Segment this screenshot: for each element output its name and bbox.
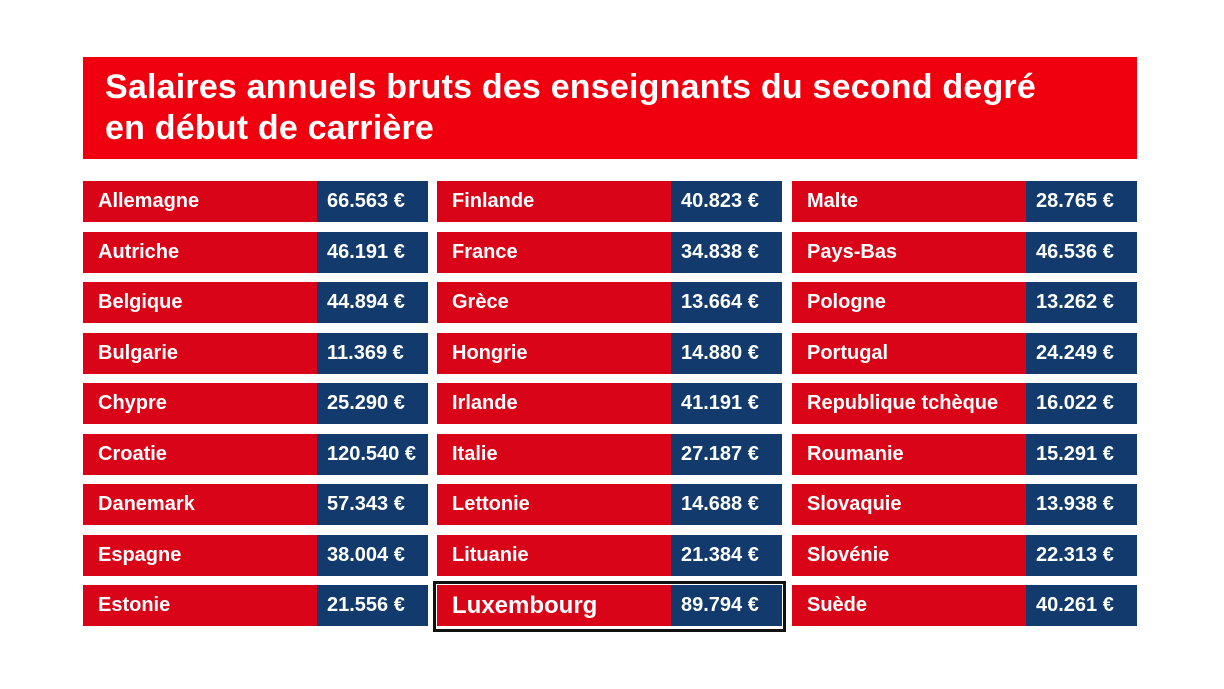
salary-value: 11.369 €	[317, 332, 428, 374]
country-name: Croatie	[83, 433, 317, 475]
salary-value: 41.191 €	[671, 383, 782, 424]
salary-row: Bulgarie 11.369 €	[83, 332, 428, 374]
country-name: Slovaquie	[792, 484, 1026, 525]
salary-value: 13.938 €	[1026, 484, 1137, 525]
salary-value: 34.838 €	[671, 231, 782, 273]
country-name: Malte	[792, 181, 1026, 222]
salary-column-2: Finlande 40.823 € France 34.838 € Grèce 13.66…	[433, 181, 786, 636]
salary-row: Portugal 24.249 €	[792, 332, 1137, 374]
page-title-line-2: en début de carrière	[105, 109, 435, 147]
salary-row: Suède 40.261 €	[792, 585, 1137, 626]
country-name: Italie	[437, 433, 671, 475]
country-name: Belgique	[83, 282, 317, 323]
salary-row: Lettonie 14.688 €	[437, 484, 782, 525]
country-name: Irlande	[437, 383, 671, 424]
salary-value: 24.249 €	[1026, 332, 1137, 374]
country-name: Autriche	[83, 231, 317, 273]
salary-row: Lituanie 21.384 €	[437, 534, 782, 576]
salary-value: 13.262 €	[1026, 282, 1137, 323]
salary-value: 40.261 €	[1026, 585, 1137, 626]
country-name: Lituanie	[437, 534, 671, 576]
salary-row: Grèce 13.664 €	[437, 282, 782, 323]
salary-row: Danemark 57.343 €	[83, 484, 428, 525]
salary-row: France 34.838 €	[437, 231, 782, 273]
salary-value: 22.313 €	[1026, 534, 1137, 576]
salary-value: 38.004 €	[317, 534, 428, 576]
salary-value: 66.563 €	[317, 181, 428, 222]
salary-column-1: Allemagne 66.563 € Autriche 46.191 € Belgiqu…	[83, 181, 428, 636]
salary-value: 27.187 €	[671, 433, 782, 475]
salary-value: 28.765 €	[1026, 181, 1137, 222]
country-name: Suède	[792, 585, 1026, 626]
salary-row: Slovénie 22.313 €	[792, 534, 1137, 576]
salary-row: Roumanie 15.291 €	[792, 433, 1137, 475]
salary-value: 14.688 €	[671, 484, 782, 525]
salary-row-highlighted: Luxembourg 89.794 €	[433, 581, 786, 632]
salary-value: 46.191 €	[317, 231, 428, 273]
salary-value: 120.540 €	[317, 433, 428, 475]
page-title-line-1: Salaires annuels bruts des enseignants d…	[105, 68, 1036, 106]
country-name: Grèce	[437, 282, 671, 323]
country-name: Hongrie	[437, 332, 671, 374]
salary-value: 25.290 €	[317, 383, 428, 424]
salary-value: 15.291 €	[1026, 433, 1137, 475]
salary-row: Autriche 46.191 €	[83, 231, 428, 273]
salary-row: Espagne 38.004 €	[83, 534, 428, 576]
salary-row: Estonie 21.556 €	[83, 585, 428, 626]
salary-row: Chypre 25.290 €	[83, 383, 428, 424]
salary-row: Irlande 41.191 €	[437, 383, 782, 424]
country-name: Portugal	[792, 332, 1026, 374]
salary-row: Croatie 120.540 €	[83, 433, 428, 475]
country-name: Lettonie	[437, 484, 671, 525]
country-name: Roumanie	[792, 433, 1026, 475]
salary-row: Hongrie 14.880 €	[437, 332, 782, 374]
salary-row: Italie 27.187 €	[437, 433, 782, 475]
country-name: Bulgarie	[83, 332, 317, 374]
country-name: Danemark	[83, 484, 317, 525]
salary-row: Allemagne 66.563 €	[83, 181, 428, 222]
country-name: Estonie	[83, 585, 317, 626]
country-name: Allemagne	[83, 181, 317, 222]
country-name: Slovénie	[792, 534, 1026, 576]
salary-row: Republique tchèque 16.022 €	[792, 383, 1137, 424]
country-name: Pologne	[792, 282, 1026, 323]
salary-value: 21.384 €	[671, 534, 782, 576]
title-banner: Salaires annuels bruts des enseignants d…	[83, 57, 1137, 159]
country-name: Chypre	[83, 383, 317, 424]
salary-row: Belgique 44.894 €	[83, 282, 428, 323]
salary-value: 44.894 €	[317, 282, 428, 323]
salary-value: 40.823 €	[671, 181, 782, 222]
salary-row: Finlande 40.823 €	[437, 181, 782, 222]
country-name: France	[437, 231, 671, 273]
country-name: Luxembourg	[437, 585, 671, 626]
salary-value: 16.022 €	[1026, 383, 1137, 424]
country-name: Finlande	[437, 181, 671, 222]
salary-column-3: Malte 28.765 € Pays-Bas 46.536 € Pologne 13.2…	[792, 181, 1137, 636]
salary-row: Malte 28.765 €	[792, 181, 1137, 222]
salary-row: Pays-Bas 46.536 €	[792, 231, 1137, 273]
salary-row: Pologne 13.262 €	[792, 282, 1137, 323]
salary-value: 46.536 €	[1026, 231, 1137, 273]
country-name: Republique tchèque	[792, 383, 1026, 424]
salary-value: 57.343 €	[317, 484, 428, 525]
country-name: Espagne	[83, 534, 317, 576]
salary-value: 14.880 €	[671, 332, 782, 374]
country-name: Pays-Bas	[792, 231, 1026, 273]
salary-row: Slovaquie 13.938 €	[792, 484, 1137, 525]
salary-value: 89.794 €	[671, 585, 782, 626]
salary-value: 13.664 €	[671, 282, 782, 323]
salary-value: 21.556 €	[317, 585, 428, 626]
